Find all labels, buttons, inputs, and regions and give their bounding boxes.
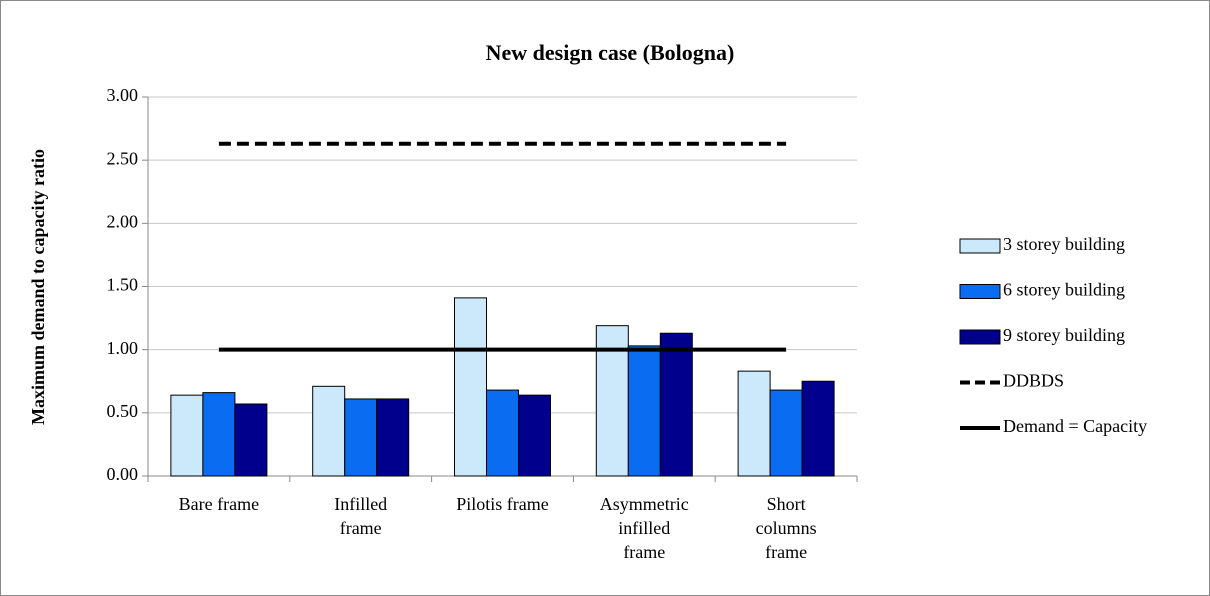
bar (737, 370, 771, 477)
x-tick-label: Bare frame (179, 494, 259, 514)
legend-label: 6 storey building (1003, 280, 1125, 300)
y-tick-label: 1.00 (107, 338, 139, 358)
bar (312, 385, 346, 477)
legend-label: 3 storey building (1003, 234, 1125, 254)
x-tick-label: Asymmetric infilled frame (600, 494, 689, 562)
y-tick-label: 1.50 (107, 275, 139, 295)
y-tick-label: 2.50 (107, 148, 139, 168)
y-tick-label: 0.50 (107, 401, 139, 421)
x-tick-label: Pilotis frame (456, 494, 549, 514)
legend-label: Demand = Capacity (1003, 416, 1147, 436)
x-tick-label: Short columns frame (756, 494, 817, 562)
y-axis-label: Maximum demand to capacity ratio (28, 149, 48, 425)
bar (454, 297, 487, 477)
legend-label: 9 storey building (1003, 325, 1125, 345)
x-tick-label: Infilled frame (334, 494, 387, 538)
chart-title: New design case (Bologna) (486, 40, 735, 65)
bar (486, 389, 519, 477)
bar (801, 380, 835, 477)
y-tick-label: 0.00 (107, 464, 139, 484)
bar (170, 394, 204, 477)
legend-label: DDBDS (1003, 371, 1064, 391)
y-tick-label: 3.00 (107, 85, 139, 105)
bar (769, 389, 803, 477)
bar (518, 394, 551, 477)
legend-swatch (959, 329, 1001, 345)
y-tick-label: 2.00 (107, 211, 139, 231)
bar (202, 392, 236, 477)
bar (344, 398, 378, 477)
bar (659, 332, 693, 477)
legend-swatch (959, 284, 1001, 299)
bar (234, 403, 268, 477)
bar (627, 345, 661, 477)
legend-swatch (959, 238, 1001, 254)
bar (376, 398, 410, 477)
